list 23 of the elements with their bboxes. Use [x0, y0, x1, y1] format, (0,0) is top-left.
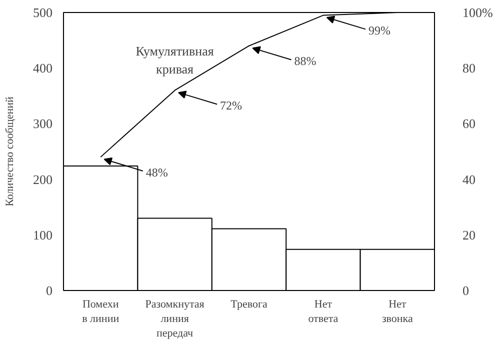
- x-tick-label: Нет ответа: [308, 298, 338, 325]
- y2-tick-label: 40: [462, 172, 476, 187]
- data-label: 72%: [220, 98, 242, 113]
- y-tick-label: 0: [46, 283, 52, 298]
- x-tick-label: Разомкнутая линия передач: [145, 298, 204, 340]
- y-tick-label: 500: [33, 5, 52, 20]
- y2-tick-label: 100%: [462, 5, 493, 20]
- y2-tick-label: 0: [462, 283, 469, 298]
- y-axis-title: Количество сообщений: [4, 96, 16, 206]
- annotation: Кумулятивная кривая: [136, 43, 214, 76]
- y-tick-label: 300: [33, 116, 52, 132]
- x-tick-label: Помехи в линии: [82, 298, 120, 325]
- y-tick-label: 200: [33, 172, 52, 187]
- x-tick-label: Тревога: [230, 298, 268, 310]
- y2-tick-label: 80: [462, 60, 476, 76]
- data-label: 88%: [294, 54, 316, 68]
- y-tick-label: 400: [33, 60, 52, 76]
- y2-tick-label: 20: [462, 227, 476, 242]
- x-tick-label: Нет звонка: [382, 298, 413, 325]
- y-tick-label: 100: [33, 227, 52, 242]
- data-label: 48%: [146, 165, 168, 180]
- y2-tick-label: 60: [462, 116, 476, 132]
- data-label: 99%: [368, 24, 390, 38]
